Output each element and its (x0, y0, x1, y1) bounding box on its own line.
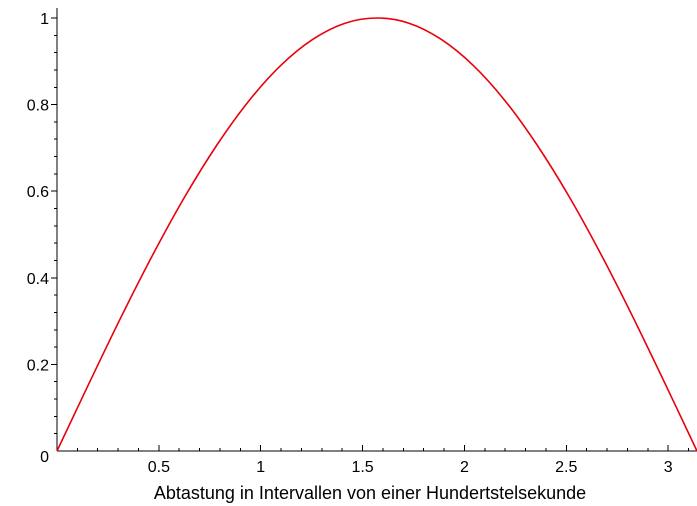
x-tick-label: 3 (664, 459, 673, 476)
y-tick-label: 0.2 (27, 357, 49, 374)
x-tick-label: 2 (460, 459, 469, 476)
x-tick-label: 0.5 (148, 459, 170, 476)
axes (56, 8, 697, 452)
x-tick-label: 1 (256, 459, 265, 476)
series-line (56, 17, 697, 452)
x-axis-title: Abtastung in Intervallen von einer Hunde… (154, 483, 586, 503)
y-tick-label: 0.8 (27, 98, 49, 115)
x-tick-label: 1.5 (351, 459, 373, 476)
y-tick-label: 0 (40, 449, 49, 466)
x-tick-label: 2.5 (555, 459, 577, 476)
series-layer (56, 17, 697, 452)
ticks: 0.5 1 1.5 2 2.5 3 0 0.2 0.4 0.6 0.8 1 (27, 11, 690, 476)
y-tick-label: 1 (40, 11, 49, 28)
y-tick-label: 0.4 (27, 271, 49, 288)
y-tick-label: 0.6 (27, 184, 49, 201)
